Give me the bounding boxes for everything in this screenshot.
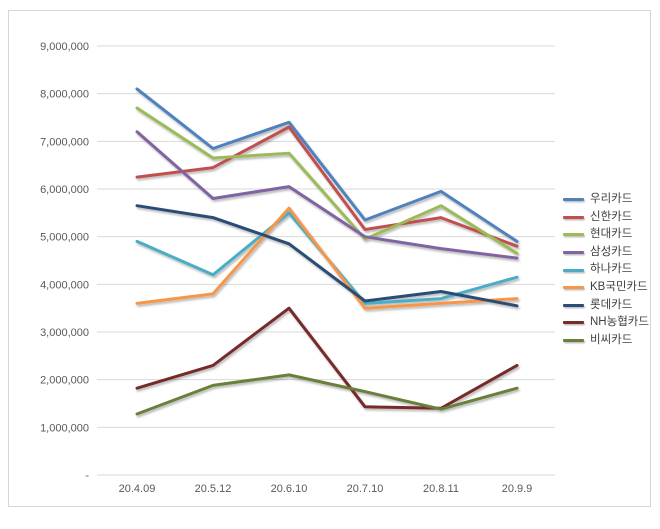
series-line-6 — [135, 204, 519, 308]
legend-label: KB국민카드 — [590, 281, 648, 294]
legend-line-marker-icon — [563, 251, 584, 255]
legend-line-marker-icon — [563, 303, 584, 307]
y-tick-label: 3,000,000 — [40, 327, 89, 339]
series-line-2 — [135, 106, 519, 255]
legend-line-marker-icon — [563, 198, 584, 202]
legend-line-marker-icon — [563, 233, 584, 237]
x-tick-label: 20.7.10 — [347, 483, 384, 495]
legend-label: 비씨카드 — [590, 333, 633, 346]
legend-item: 롯데카드 — [563, 297, 660, 315]
x-tick-label: 20.9.9 — [502, 483, 533, 495]
legend-label: 롯데카드 — [590, 298, 633, 311]
gridlines — [97, 45, 555, 476]
x-tick-label: 20.6.10 — [271, 483, 308, 495]
x-tick-label: 20.8.11 — [423, 483, 459, 495]
legend-item: 우리카드 — [563, 191, 660, 209]
legend-label: NH농협카드 — [590, 316, 649, 329]
y-tick-label: - — [85, 470, 89, 482]
legend-line-marker-icon — [563, 321, 584, 325]
legend-line-marker-icon — [563, 215, 584, 219]
legend-line-marker-icon — [563, 286, 584, 290]
series-line-3 — [135, 130, 519, 260]
legend-item: KB국민카드 — [563, 279, 660, 297]
y-tick-label: 5,000,000 — [40, 232, 89, 244]
series-line-7 — [135, 306, 519, 410]
y-axis-labels: - 1,000,000 2,000,000 3,000,000 4,000,000 5,0… — [40, 41, 89, 482]
y-tick-label: 6,000,000 — [40, 184, 89, 196]
series-lines — [135, 87, 519, 416]
legend-item: 신한카드 — [563, 209, 660, 227]
x-axis-labels: 20.4.09 20.5.12 20.6.10 20.7.10 20.8.11 20.9.… — [119, 483, 533, 495]
legend-label: 현대카드 — [590, 228, 633, 241]
legend-item: 삼성카드 — [563, 244, 660, 262]
legend-label: 신한카드 — [590, 210, 633, 223]
legend-label: 삼성카드 — [590, 245, 633, 258]
series-line-5 — [135, 206, 519, 310]
y-tick-label: 1,000,000 — [40, 422, 89, 434]
legend-label: 우리카드 — [590, 193, 633, 206]
legend-line-marker-icon — [563, 268, 584, 272]
legend-item: NH농협카드 — [563, 314, 660, 332]
y-tick-label: 4,000,000 — [40, 279, 89, 291]
x-tick-label: 20.4.09 — [119, 483, 156, 495]
series-line-0 — [135, 87, 519, 243]
y-tick-label: 2,000,000 — [40, 375, 89, 387]
series-line-8 — [135, 373, 519, 416]
x-tick-label: 20.5.12 — [195, 483, 232, 495]
legend-line-marker-icon — [563, 339, 584, 343]
y-tick-label: 7,000,000 — [40, 136, 89, 148]
legend-item: 현대카드 — [563, 226, 660, 244]
y-tick-label: 9,000,000 — [40, 41, 89, 53]
legend-item: 비씨카드 — [563, 332, 660, 350]
line-chart-plot: - 1,000,000 2,000,000 3,000,000 4,000,000 5,0… — [40, 41, 555, 495]
legend-label: 하나카드 — [590, 263, 633, 276]
y-tick-label: 8,000,000 — [40, 89, 89, 101]
legend-item: 하나카드 — [563, 261, 660, 279]
chart-frame: - 1,000,000 2,000,000 3,000,000 4,000,000 5,0… — [8, 10, 651, 507]
series-line-1 — [135, 125, 519, 248]
